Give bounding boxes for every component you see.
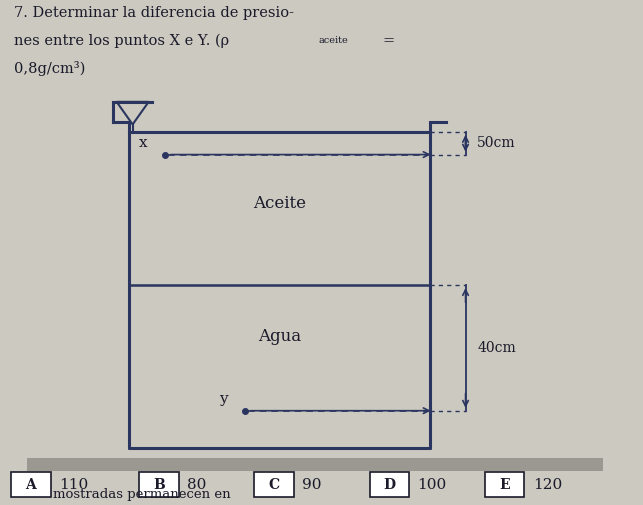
Text: B: B xyxy=(153,478,165,491)
Text: D: D xyxy=(383,478,395,491)
Text: 80: 80 xyxy=(187,478,206,491)
Text: E: E xyxy=(500,478,510,491)
Text: nes entre los puntos X e Y. (ρ: nes entre los puntos X e Y. (ρ xyxy=(14,34,230,48)
Text: 90: 90 xyxy=(302,478,322,491)
Text: =: = xyxy=(383,34,394,48)
Text: C: C xyxy=(269,478,280,491)
Text: 120: 120 xyxy=(533,478,562,491)
Text: y: y xyxy=(219,392,228,406)
Text: mostradas permanecen en: mostradas permanecen en xyxy=(53,488,230,501)
Text: 40cm: 40cm xyxy=(477,341,516,355)
Text: Agua: Agua xyxy=(258,328,302,345)
Text: 7. Determinar la diferencia de presio-: 7. Determinar la diferencia de presio- xyxy=(14,7,294,20)
FancyBboxPatch shape xyxy=(485,472,525,497)
FancyBboxPatch shape xyxy=(254,472,294,497)
Bar xyxy=(27,459,603,471)
Text: A: A xyxy=(26,478,36,491)
Text: 100: 100 xyxy=(417,478,447,491)
Text: 50cm: 50cm xyxy=(477,136,516,150)
FancyBboxPatch shape xyxy=(139,472,179,497)
Text: 110: 110 xyxy=(59,478,88,491)
Text: x: x xyxy=(139,135,148,149)
FancyBboxPatch shape xyxy=(11,472,51,497)
Text: 0,8g/cm³): 0,8g/cm³) xyxy=(14,61,86,76)
FancyBboxPatch shape xyxy=(370,472,409,497)
Text: Aceite: Aceite xyxy=(253,195,306,212)
Text: aceite: aceite xyxy=(318,36,348,45)
